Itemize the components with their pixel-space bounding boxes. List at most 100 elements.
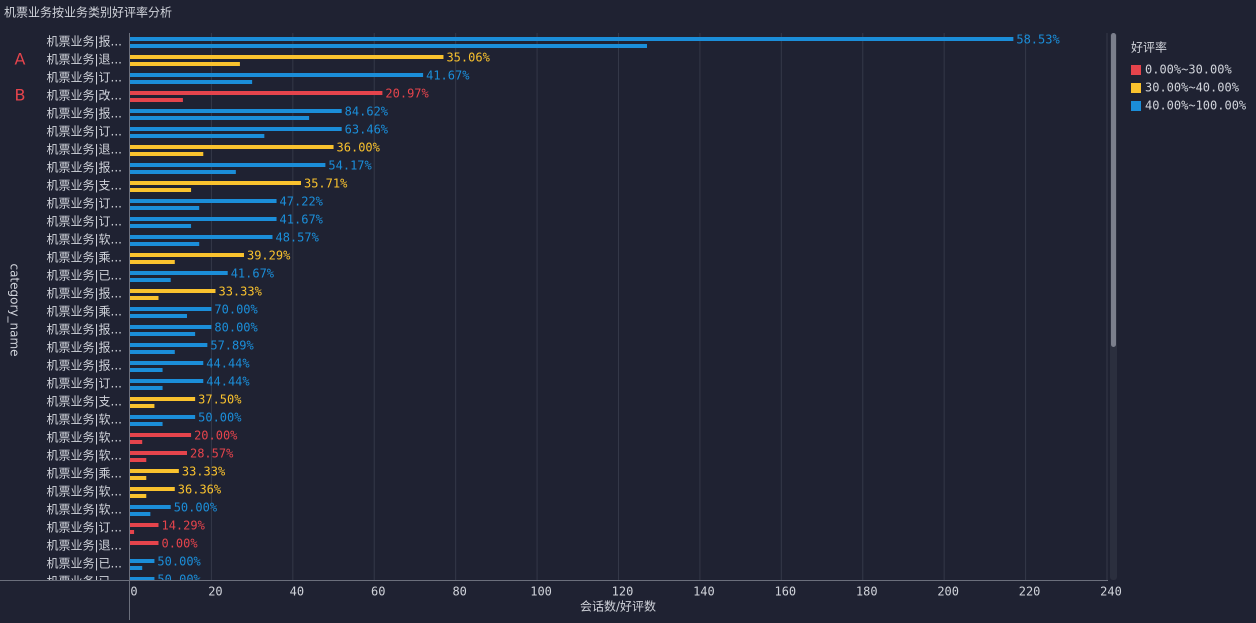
- y-tick-label: 机票业务|报...: [47, 340, 123, 355]
- chart-title: 机票业务按业务类别好评率分析: [4, 5, 172, 20]
- legend-label: 0.00%~30.00%: [1145, 63, 1232, 77]
- y-tick-label: 机票业务|报...: [47, 160, 123, 175]
- y-tick-label: 机票业务|支...: [47, 394, 123, 409]
- y-tick-label: 机票业务|乘...: [47, 250, 123, 265]
- value-label: 20.97%: [385, 87, 429, 101]
- bar: [130, 422, 163, 426]
- bar: [130, 134, 265, 138]
- bar: [130, 224, 192, 228]
- value-label: 33.33%: [218, 285, 262, 299]
- y-tick-label: 机票业务|软...: [47, 448, 123, 463]
- value-label: 63.46%: [345, 123, 389, 137]
- value-label: 50.00%: [157, 573, 201, 587]
- x-tick-label: 40: [290, 585, 304, 599]
- value-label: 41.67%: [280, 213, 324, 227]
- y-tick-label: 机票业务|软...: [47, 430, 123, 445]
- bar: [130, 494, 147, 498]
- x-axis-label: 会话数/好评数: [580, 599, 656, 614]
- value-label: 28.57%: [190, 447, 234, 461]
- bar: [130, 206, 200, 210]
- bar: [130, 98, 183, 102]
- y-tick-label: 机票业务|订...: [47, 196, 123, 211]
- value-label: 80.00%: [214, 321, 258, 335]
- bar: [130, 271, 228, 275]
- value-label: 35.71%: [304, 177, 348, 191]
- bar: [130, 476, 147, 480]
- legend-swatch: [1131, 65, 1141, 75]
- y-tick-label: 机票业务|软...: [47, 484, 123, 499]
- value-label: 41.67%: [426, 69, 470, 83]
- bar: [130, 512, 151, 516]
- x-tick-label: 160: [774, 585, 796, 599]
- bar: [130, 307, 212, 311]
- y-tick-label: 机票业务|支...: [47, 178, 123, 193]
- bar: [130, 487, 175, 491]
- x-tick-label: 120: [612, 585, 634, 599]
- x-tick-label: 140: [693, 585, 715, 599]
- bar: [130, 361, 204, 365]
- value-label: 47.22%: [280, 195, 324, 209]
- value-label: 37.50%: [198, 393, 242, 407]
- bar: [130, 350, 175, 354]
- legend-label: 30.00%~40.00%: [1145, 81, 1240, 95]
- value-label: 36.00%: [337, 141, 381, 155]
- bar: [130, 368, 163, 372]
- bar: [130, 278, 171, 282]
- y-tick-label: 机票业务|报...: [47, 34, 123, 49]
- value-label: 0.00%: [161, 537, 198, 551]
- bar: [130, 217, 277, 221]
- bar: [130, 397, 196, 401]
- y-tick-label: 机票业务|退...: [47, 52, 123, 67]
- scrollbar-thumb[interactable]: [1111, 33, 1116, 347]
- y-tick-label: 机票业务|软...: [47, 412, 123, 427]
- y-tick-label: 机票业务|报...: [47, 286, 123, 301]
- legend-label: 40.00%~100.00%: [1145, 99, 1247, 113]
- value-label: 50.00%: [198, 411, 242, 425]
- y-tick-label: 机票业务|订...: [47, 70, 123, 85]
- bar: [130, 559, 155, 563]
- annotation: A: [15, 50, 26, 69]
- bar: [130, 530, 135, 534]
- bar: [130, 458, 147, 462]
- bar: [130, 145, 334, 149]
- value-label: 84.62%: [345, 105, 389, 119]
- value-label: 41.67%: [231, 267, 275, 281]
- y-tick-label: 机票业务|乘...: [47, 304, 123, 319]
- y-tick-label: 机票业务|订...: [47, 214, 123, 229]
- y-tick-label: 机票业务|订...: [47, 376, 123, 391]
- value-label: 14.29%: [161, 519, 205, 533]
- legend-swatch: [1131, 101, 1141, 111]
- bar: [130, 433, 192, 437]
- x-tick-label: 20: [208, 585, 222, 599]
- bar: [130, 188, 192, 192]
- x-tick-label: 200: [937, 585, 959, 599]
- y-tick-label: 机票业务|软...: [47, 232, 123, 247]
- legend-title: 好评率: [1131, 40, 1167, 55]
- bar: [130, 152, 204, 156]
- bar: [130, 451, 187, 455]
- y-tick-label: 机票业务|已...: [47, 574, 123, 589]
- bar: [130, 253, 244, 257]
- bar: [130, 566, 143, 570]
- bar: [130, 314, 187, 318]
- y-tick-label: 机票业务|订...: [47, 520, 123, 535]
- bar: [130, 505, 171, 509]
- x-tick-label: 240: [1100, 585, 1122, 599]
- bar: [130, 235, 273, 239]
- value-label: 39.29%: [247, 249, 291, 263]
- bar: [130, 44, 647, 48]
- bar: [130, 404, 155, 408]
- bar: [130, 325, 212, 329]
- bar: [130, 109, 342, 113]
- bar: [130, 116, 310, 120]
- bar: [130, 91, 383, 95]
- bar: [130, 469, 179, 473]
- bar: [130, 523, 159, 527]
- value-label: 20.00%: [194, 429, 238, 443]
- x-tick-label: 80: [452, 585, 466, 599]
- bar: [130, 242, 200, 246]
- y-tick-label: 机票业务|已...: [47, 268, 123, 283]
- bar: [130, 73, 424, 77]
- bar: [130, 379, 204, 383]
